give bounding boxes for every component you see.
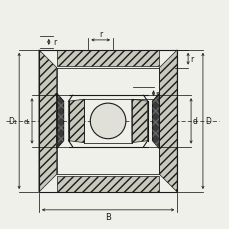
Polygon shape — [159, 51, 177, 192]
Text: d₁: d₁ — [24, 118, 31, 124]
Circle shape — [90, 104, 125, 139]
Bar — [39, 51, 177, 192]
Text: D₁: D₁ — [8, 117, 17, 126]
Text: r: r — [189, 55, 193, 64]
Polygon shape — [57, 177, 159, 192]
Text: r: r — [155, 89, 158, 98]
Polygon shape — [152, 94, 159, 149]
Polygon shape — [39, 51, 57, 192]
Polygon shape — [57, 94, 63, 149]
Text: r: r — [99, 30, 102, 39]
Polygon shape — [131, 100, 147, 143]
Text: d: d — [192, 117, 197, 126]
Text: D: D — [204, 117, 210, 126]
Polygon shape — [68, 100, 84, 143]
Text: r: r — [52, 38, 56, 47]
Text: B: B — [105, 212, 111, 221]
Polygon shape — [57, 51, 159, 66]
